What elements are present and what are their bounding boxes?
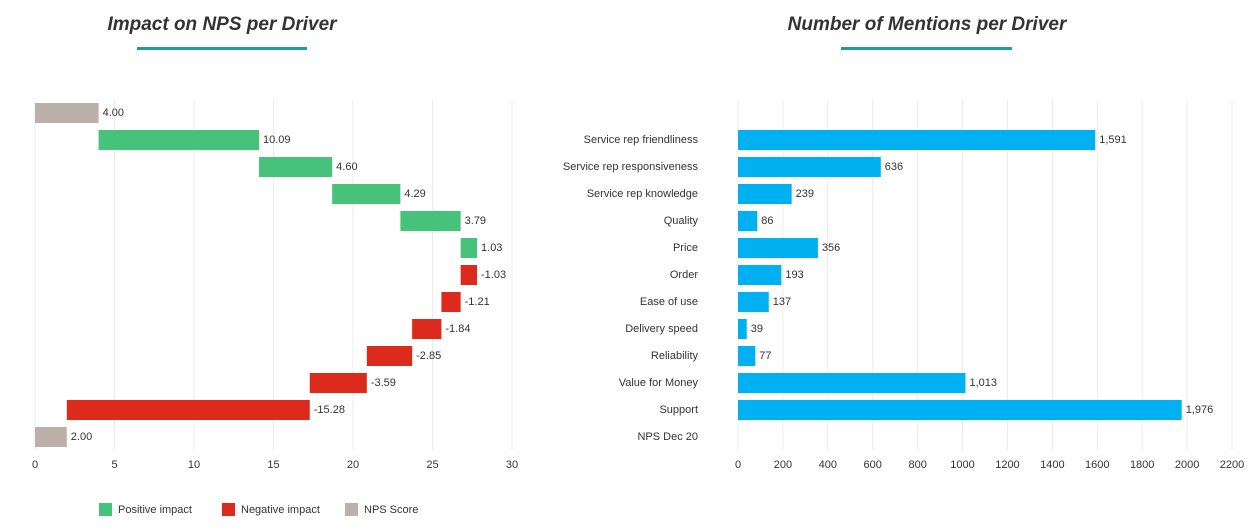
value-label: -15.28	[314, 404, 345, 416]
value-label: 10.09	[263, 134, 291, 146]
value-label: 3.79	[465, 215, 486, 227]
chart-title: Impact on NPS per Driver	[107, 14, 338, 35]
bar	[259, 157, 333, 177]
value-label: 1,013	[969, 377, 997, 389]
x-tick-label: 5	[111, 459, 117, 471]
bar	[366, 346, 413, 366]
value-label: 1,591	[1099, 134, 1127, 146]
legend-label: Positive impact	[118, 504, 192, 516]
y-tick-label: Price	[673, 242, 698, 254]
value-label: 1,976	[1186, 404, 1214, 416]
x-tick-label: 25	[426, 459, 438, 471]
bar	[738, 319, 747, 339]
value-label: 356	[822, 242, 840, 254]
bar	[412, 319, 442, 339]
bar	[460, 238, 478, 258]
bar	[460, 265, 478, 285]
x-tick-label: 15	[267, 459, 279, 471]
x-tick-label: 1800	[1130, 459, 1154, 471]
x-tick-label: 20	[347, 459, 359, 471]
bar	[35, 427, 67, 447]
value-label: 4.00	[103, 107, 124, 119]
x-tick-label: 0	[735, 459, 741, 471]
x-tick-label: 30	[506, 459, 518, 471]
value-label: -1.84	[445, 323, 470, 335]
x-tick-label: 400	[819, 459, 837, 471]
bar	[738, 184, 792, 204]
bar	[332, 184, 401, 204]
y-tick-label: Service rep friendliness	[584, 134, 699, 146]
y-tick-label: Order	[670, 269, 698, 281]
bar	[400, 211, 461, 231]
value-label: 137	[773, 296, 791, 308]
bar	[441, 292, 461, 312]
x-tick-label: 1200	[995, 459, 1019, 471]
y-tick-label: Delivery speed	[625, 323, 698, 335]
legend-label: NPS Score	[364, 504, 418, 516]
x-tick-label: 1000	[950, 459, 974, 471]
title-underline	[841, 47, 1012, 50]
bar	[738, 211, 758, 231]
legend-swatch	[222, 503, 235, 516]
value-label: 636	[885, 161, 903, 173]
bar	[738, 157, 881, 177]
bar	[66, 400, 310, 420]
title-underline	[137, 47, 307, 50]
bar	[309, 373, 367, 393]
value-label: 193	[785, 269, 803, 281]
x-tick-label: 2200	[1220, 459, 1244, 471]
y-tick-label: Quality	[664, 215, 699, 227]
bar	[738, 265, 782, 285]
bar	[738, 292, 769, 312]
x-tick-label: 1600	[1085, 459, 1109, 471]
value-label: 77	[759, 350, 771, 362]
y-tick-label: Service rep responsiveness	[563, 161, 699, 173]
legend-swatch	[345, 503, 358, 516]
y-tick-label: Reliability	[651, 350, 699, 362]
value-label: 4.29	[404, 188, 425, 200]
value-label: 4.60	[336, 161, 357, 173]
y-tick-label: Ease of use	[640, 296, 698, 308]
x-tick-label: 600	[864, 459, 882, 471]
x-tick-label: 200	[774, 459, 792, 471]
y-tick-label: NPS Dec 20	[637, 431, 698, 443]
value-label: 39	[751, 323, 763, 335]
value-label: -3.59	[371, 377, 396, 389]
bar	[738, 400, 1182, 420]
x-tick-label: 800	[908, 459, 926, 471]
x-tick-label: 10	[188, 459, 200, 471]
x-tick-label: 1400	[1040, 459, 1064, 471]
chart-title: Number of Mentions per Driver	[788, 14, 1068, 35]
value-label: -2.85	[416, 350, 441, 362]
bar	[738, 238, 818, 258]
value-label: -1.21	[465, 296, 490, 308]
bar	[35, 103, 99, 123]
bar	[738, 373, 966, 393]
bar	[738, 346, 756, 366]
value-label: 239	[796, 188, 814, 200]
y-tick-label: Service rep knowledge	[587, 188, 698, 200]
value-label: 2.00	[71, 431, 92, 443]
y-tick-label: Value for Money	[619, 377, 699, 389]
value-label: 1.03	[481, 242, 502, 254]
x-tick-label: 0	[32, 459, 38, 471]
bar	[738, 130, 1096, 150]
bar	[98, 130, 260, 150]
value-label: 86	[761, 215, 773, 227]
value-label: -1.03	[481, 269, 506, 281]
x-tick-label: 2000	[1175, 459, 1199, 471]
legend-swatch	[99, 503, 112, 516]
y-tick-label: Support	[659, 404, 698, 416]
legend-label: Negative impact	[241, 504, 320, 516]
